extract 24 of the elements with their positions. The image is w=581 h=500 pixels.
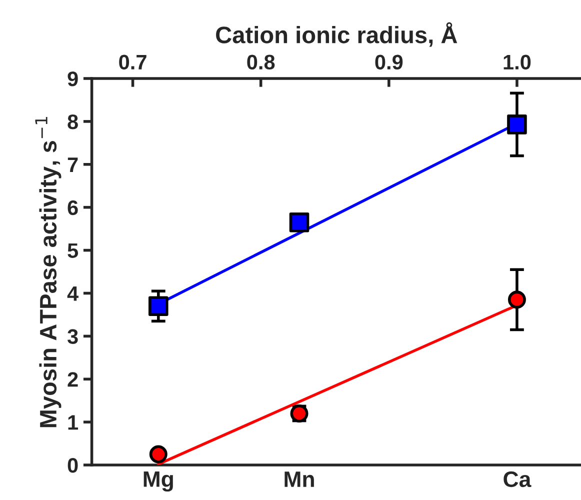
y-tick-label: 6 [68,200,78,216]
point [148,296,168,316]
y-tick-label: 9 [68,72,78,86]
y-tick-label: 8 [68,114,78,130]
y-tick-label: 5 [68,243,78,258]
y-tick-label: 1 [68,415,78,430]
y-tick-label: 4 [67,286,78,301]
x-tick-label: 0.7 [119,54,146,70]
y-axis-title: Myosin ATPase activity, s$^{−1}$ [35,117,62,428]
text: Ca [504,471,532,488]
x-axis-title: Cation ionic radius, Å [216,22,458,47]
text: Mg [144,472,173,492]
y-tick-label: 7 [68,158,78,172]
x-tick-label: 0.8 [247,54,275,70]
x-tick-label: 1.0 [504,54,531,70]
y-tick-label: 2 [68,372,78,387]
y-tick-label: 0 [68,458,78,473]
text: Mn [284,472,314,487]
point [507,114,527,134]
point [289,212,310,232]
point [508,290,526,309]
point [149,445,168,464]
y-tick-label: 3 [67,329,78,344]
x-tick-label: 0.9 [375,54,403,70]
